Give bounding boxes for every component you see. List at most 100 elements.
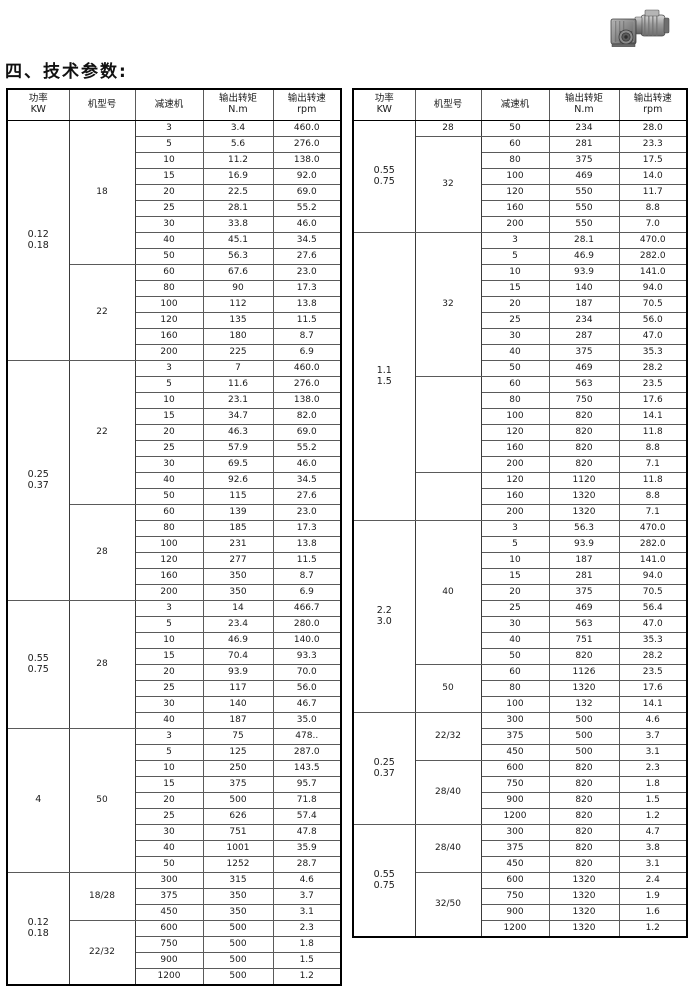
cell-reduction-ratio: 15	[134, 776, 204, 793]
cell-output-torque: 187	[548, 296, 620, 313]
col-header-power: 功率 KW	[352, 88, 416, 121]
power-value-primary: 0.12	[27, 228, 49, 240]
cell-reduction-ratio: 50	[134, 856, 204, 873]
cell-output-torque: 1252	[202, 856, 274, 873]
cell-machine-model: 18	[68, 120, 136, 265]
cell-output-torque: 56.3	[202, 248, 274, 265]
cell-output-speed: 7.1	[618, 504, 688, 521]
cell-output-speed: 282.0	[618, 536, 688, 553]
cell-reduction-ratio: 60	[480, 376, 550, 393]
table-row: 10 250 143.5	[7, 760, 342, 777]
cell-output-speed: 28.2	[618, 648, 688, 665]
col-header-speed-line1: 输出转速	[633, 93, 672, 105]
col-header-speed: 输出转速 rpm	[618, 88, 688, 121]
cell-output-torque: 132	[548, 696, 620, 713]
cell-reduction-ratio: 40	[480, 632, 550, 649]
power-value-secondary: 0.18	[27, 927, 49, 939]
cell-output-torque: 820	[548, 424, 620, 441]
table-row: 900 820 1.5	[353, 792, 688, 809]
col-header-reducer: 减速机	[480, 88, 550, 121]
cell-power-kw: 0.25 0.37	[352, 712, 416, 825]
cell-output-torque: 375	[548, 344, 620, 361]
cell-reduction-ratio: 450	[480, 856, 550, 873]
cell-reduction-ratio: 20	[134, 664, 204, 681]
cell-reduction-ratio: 5	[134, 376, 204, 393]
cell-reduction-ratio: 1200	[480, 808, 550, 825]
cell-reduction-ratio: 60	[134, 504, 204, 521]
power-value-primary: 0.25	[373, 756, 395, 768]
cell-output-speed: 1.5	[272, 952, 342, 969]
cell-output-torque: 11.6	[202, 376, 274, 393]
cell-reduction-ratio: 200	[480, 504, 550, 521]
table-row: 22 60 67.6 23.0	[7, 264, 342, 361]
cell-power-kw: 0.55 0.75	[352, 120, 416, 233]
cell-output-speed: 56.0	[272, 680, 342, 697]
power-value-secondary: 0.37	[27, 479, 49, 491]
cell-output-speed: 69.0	[272, 184, 342, 201]
table-row: 25 626 57.4	[7, 808, 342, 825]
cell-output-speed: 470.0	[618, 232, 688, 249]
table-row: 40 45.1 34.5	[7, 232, 342, 249]
cell-output-speed: 8.8	[618, 200, 688, 217]
power-value-primary: 0.12	[27, 916, 49, 928]
table-row: 32/50 600 1320 2.4	[353, 872, 688, 938]
table-row: 40 375 35.3	[353, 344, 688, 361]
cell-reduction-ratio: 30	[134, 456, 204, 473]
cell-output-torque: 500	[202, 952, 274, 969]
cell-output-torque: 469	[548, 168, 620, 185]
table-row: 200 820 7.1	[353, 456, 688, 473]
cell-output-torque: 7	[202, 360, 274, 377]
cell-reduction-ratio: 25	[134, 680, 204, 697]
table-row: 0.25 0.37 22 3 7 460.0	[6, 360, 342, 601]
cell-machine-model: 22/32	[68, 920, 136, 986]
cell-output-speed: 34.5	[272, 472, 342, 489]
cell-output-speed: 1.2	[272, 968, 342, 986]
table-row: 10 93.9 141.0	[353, 264, 688, 281]
cell-machine-model: 40	[414, 520, 482, 665]
cell-output-torque: 350	[202, 888, 274, 905]
table-row: 30 563 47.0	[353, 616, 688, 633]
cell-output-speed: 47.0	[618, 616, 688, 633]
cell-reduction-ratio: 5	[134, 136, 204, 153]
cell-output-speed: 470.0	[618, 520, 688, 537]
cell-reduction-ratio: 3	[134, 360, 204, 377]
cell-machine-model: 32/50	[414, 872, 482, 938]
cell-output-speed: 282.0	[618, 248, 688, 265]
cell-output-speed: 92.0	[272, 168, 342, 185]
cell-output-torque: 350	[202, 584, 274, 601]
cell-output-speed: 141.0	[618, 264, 688, 281]
power-value-primary: 4	[35, 794, 42, 806]
col-header-power-line2: KW	[376, 104, 392, 115]
cell-reduction-ratio: 20	[134, 424, 204, 441]
cell-output-speed: 1.8	[618, 776, 688, 793]
cell-output-torque: 187	[548, 552, 620, 569]
cell-machine-model: 28	[68, 504, 136, 601]
cell-output-torque: 550	[548, 184, 620, 201]
table-body: 0.12 0.18 18 3 3.4 460.0 5 5.6 276.0 10 11.2 138.0 1…	[6, 120, 342, 986]
cell-reduction-ratio: 200	[134, 344, 204, 361]
cell-reduction-ratio: 30	[480, 616, 550, 633]
cell-reduction-ratio: 5	[480, 248, 550, 265]
table-row: 20 375 70.5	[353, 584, 688, 601]
cell-power-kw: 0.55 0.75	[6, 600, 70, 729]
cell-output-speed: 1.2	[618, 808, 688, 825]
cell-output-torque: 820	[548, 792, 620, 809]
power-value-primary: 0.55	[373, 868, 395, 880]
table-row: 28/40 600 820 2.3	[353, 760, 688, 825]
cell-output-torque: 23.4	[202, 616, 274, 633]
cell-output-speed: 28.2	[618, 360, 688, 377]
cell-output-speed: 82.0	[272, 408, 342, 425]
cell-reduction-ratio: 120	[134, 312, 204, 329]
cell-reduction-ratio: 20	[134, 792, 204, 809]
cell-output-torque: 125	[202, 744, 274, 761]
cell-output-speed: 466.7	[272, 600, 342, 617]
table-row: 0.25 0.37 22/32 300 500 4.6	[352, 712, 688, 825]
cell-output-torque: 820	[548, 776, 620, 793]
cell-output-torque: 139	[202, 504, 274, 521]
cell-output-torque: 751	[202, 824, 274, 841]
cell-output-speed: 460.0	[272, 360, 342, 377]
power-value-secondary: 0.18	[27, 239, 49, 251]
cell-reduction-ratio: 100	[134, 296, 204, 313]
cell-reduction-ratio: 80	[480, 680, 550, 697]
cell-reduction-ratio: 160	[134, 568, 204, 585]
